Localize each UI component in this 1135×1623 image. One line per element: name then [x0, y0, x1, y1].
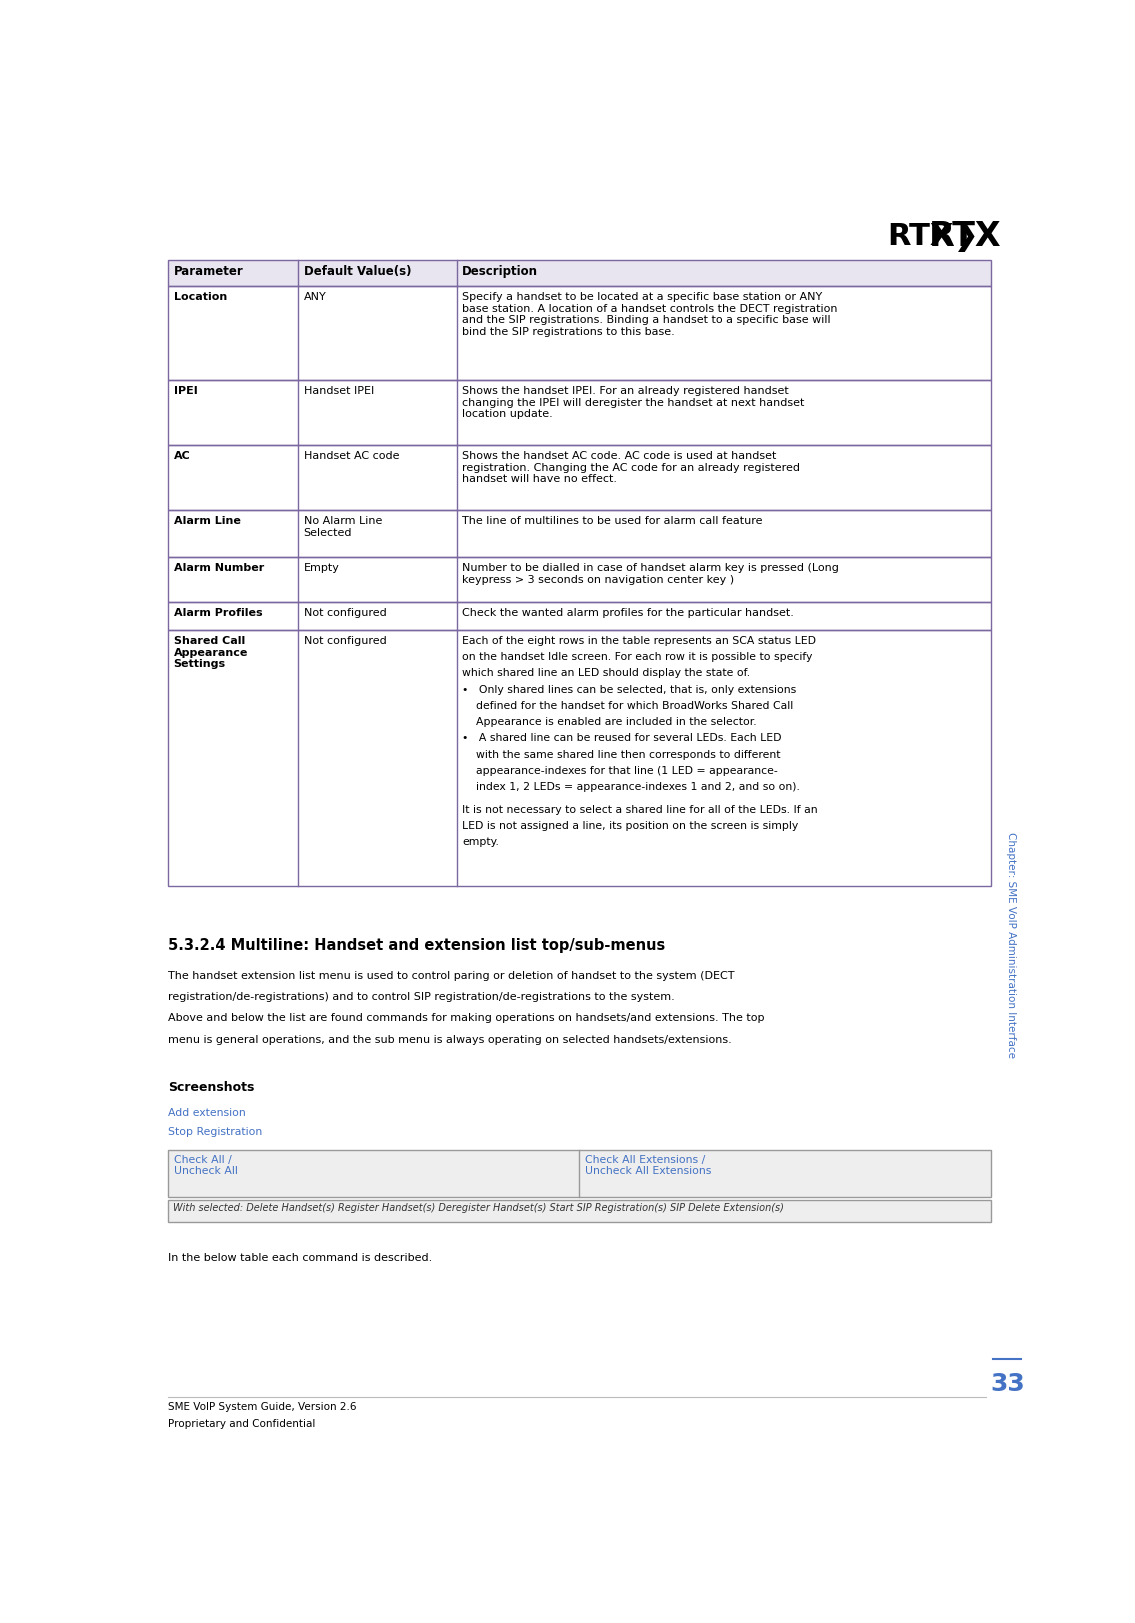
Text: index 1, 2 LEDs = appearance-indexes 1 and 2, and so on).: index 1, 2 LEDs = appearance-indexes 1 a…	[462, 782, 800, 792]
Bar	[168, 380, 991, 445]
Bar	[168, 445, 991, 510]
Text: Each of the eight rows in the table represents an SCA status LED: Each of the eight rows in the table repr…	[462, 636, 816, 646]
Text: Handset AC code: Handset AC code	[304, 451, 400, 461]
Text: The line of multilines to be used for alarm call feature: The line of multilines to be used for al…	[462, 516, 763, 526]
Text: Proprietary and Confidential: Proprietary and Confidential	[168, 1420, 316, 1430]
Bar	[168, 260, 991, 286]
Text: Stop Registration: Stop Registration	[168, 1126, 262, 1138]
Text: Screenshots: Screenshots	[168, 1081, 254, 1094]
Text: Shared Call
Appearance
Settings: Shared Call Appearance Settings	[174, 636, 247, 669]
Text: Above and below the list are found commands for making operations on handsets/an: Above and below the list are found comma…	[168, 1013, 765, 1024]
Text: Parameter: Parameter	[174, 265, 243, 278]
Text: SME VoIP System Guide, Version 2.6: SME VoIP System Guide, Version 2.6	[168, 1402, 356, 1412]
Text: registration/de-registrations) and to control SIP registration/de-registrations : registration/de-registrations) and to co…	[168, 992, 675, 1001]
Bar	[168, 1149, 991, 1198]
Bar	[168, 630, 991, 886]
Text: on the handset Idle screen. For each row it is possible to specify: on the handset Idle screen. For each row…	[462, 652, 813, 662]
Text: 5.3.2.4 Multiline: Handset and extension list top/sub-menus: 5.3.2.4 Multiline: Handset and extension…	[168, 938, 665, 953]
Text: Chapter: SME VoIP Administration Interface: Chapter: SME VoIP Administration Interfa…	[1006, 831, 1016, 1058]
Text: Shows the handset AC code. AC code is used at handset
registration. Changing the: Shows the handset AC code. AC code is us…	[462, 451, 800, 484]
Text: AC: AC	[174, 451, 191, 461]
Text: Description: Description	[462, 265, 538, 278]
Bar	[168, 557, 991, 602]
Bar	[168, 557, 991, 602]
Text: Handset IPEI: Handset IPEI	[304, 386, 373, 396]
Text: ANY: ANY	[304, 292, 327, 302]
Text: Add extension: Add extension	[168, 1109, 246, 1118]
Text: RTX: RTX	[930, 219, 1002, 253]
Text: •   Only shared lines can be selected, that is, only extensions: • Only shared lines can be selected, tha…	[462, 685, 797, 695]
Text: 33: 33	[990, 1371, 1025, 1396]
Text: It is not necessary to select a shared line for all of the LEDs. If an: It is not necessary to select a shared l…	[462, 805, 817, 815]
Bar	[168, 445, 991, 510]
Text: Location: Location	[174, 292, 227, 302]
Text: Not configured: Not configured	[304, 609, 387, 618]
Text: Appearance is enabled are included in the selector.: Appearance is enabled are included in th…	[462, 717, 757, 727]
Text: Check All Extensions /
Uncheck All Extensions: Check All Extensions / Uncheck All Exten…	[585, 1154, 712, 1177]
Text: With selected: Delete Handset(s) Register Handset(s) Deregister Handset(s) Start: With selected: Delete Handset(s) Registe…	[173, 1203, 783, 1214]
Bar	[168, 602, 991, 630]
Text: Shows the handset IPEI. For an already registered handset
changing the IPEI will: Shows the handset IPEI. For an already r…	[462, 386, 805, 419]
Text: Specify a handset to be located at a specific base station or ANY
base station. : Specify a handset to be located at a spe…	[462, 292, 838, 338]
Text: menu is general operations, and the sub menu is always operating on selected han: menu is general operations, and the sub …	[168, 1034, 732, 1045]
Text: Check the wanted alarm profiles for the particular handset.: Check the wanted alarm profiles for the …	[462, 609, 794, 618]
Text: The handset extension list menu is used to control paring or deletion of handset: The handset extension list menu is used …	[168, 971, 734, 980]
Text: empty.: empty.	[462, 837, 499, 847]
Bar	[168, 510, 991, 557]
Text: RTX❯: RTX❯	[888, 221, 980, 252]
Text: defined for the handset for which BroadWorks Shared Call: defined for the handset for which BroadW…	[462, 701, 793, 711]
Text: with the same shared line then corresponds to different: with the same shared line then correspon…	[462, 750, 781, 760]
Bar	[168, 286, 991, 380]
Bar	[168, 630, 991, 886]
Bar	[168, 1199, 991, 1222]
Bar	[168, 286, 991, 380]
Text: which shared line an LED should display the state of.: which shared line an LED should display …	[462, 669, 750, 678]
Text: LED is not assigned a line, its position on the screen is simply: LED is not assigned a line, its position…	[462, 821, 798, 831]
Text: Check All /
Uncheck All: Check All / Uncheck All	[174, 1154, 237, 1177]
Text: Alarm Line: Alarm Line	[174, 516, 241, 526]
Bar	[168, 510, 991, 557]
Text: Not configured: Not configured	[304, 636, 387, 646]
Text: In the below table each command is described.: In the below table each command is descr…	[168, 1253, 432, 1263]
Text: Alarm Profiles: Alarm Profiles	[174, 609, 262, 618]
Text: Number to be dialled in case of handset alarm key is pressed (Long
keypress > 3 : Number to be dialled in case of handset …	[462, 563, 839, 584]
Text: No Alarm Line
Selected: No Alarm Line Selected	[304, 516, 382, 537]
Text: IPEI: IPEI	[174, 386, 197, 396]
Bar	[168, 380, 991, 445]
Text: Default Value(s): Default Value(s)	[304, 265, 411, 278]
Text: appearance-indexes for that line (1 LED = appearance-: appearance-indexes for that line (1 LED …	[462, 766, 777, 776]
Text: Alarm Number: Alarm Number	[174, 563, 263, 573]
Text: •   A shared line can be reused for several LEDs. Each LED: • A shared line can be reused for severa…	[462, 734, 782, 743]
Text: Empty: Empty	[304, 563, 339, 573]
Bar	[168, 602, 991, 630]
Bar	[168, 260, 991, 286]
